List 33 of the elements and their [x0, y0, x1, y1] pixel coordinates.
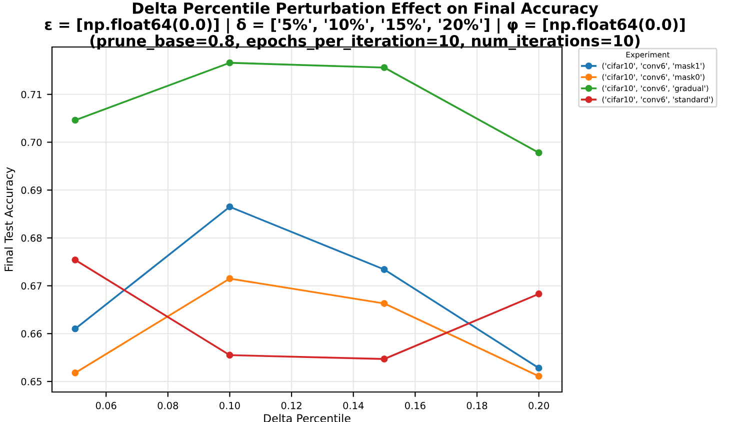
x-tick-label: 0.10 — [220, 402, 240, 410]
point — [72, 256, 79, 264]
point — [380, 300, 388, 307]
point — [380, 266, 388, 273]
point — [535, 290, 542, 298]
chart-title: Delta Percentile Perturbation Effect on Final Accuracy ε = [np.float64(0.0)] | δ = ['5%', '10%', '15%', '20%'] | φ = [np.float64(0.0)] (prune_base=0.8, epochs_per_iteration=10, num_iterations=10) — [44, 2, 685, 50]
point — [226, 203, 234, 210]
x-tick-label: 0.06 — [96, 402, 116, 410]
y-tick-label: 0.69 — [21, 186, 42, 194]
point — [380, 64, 388, 72]
y-tick-label: 0.67 — [21, 282, 42, 290]
point — [226, 59, 234, 66]
point — [535, 364, 542, 372]
point — [226, 275, 234, 282]
point — [226, 352, 234, 359]
x-tick-label: 0.18 — [466, 402, 488, 410]
point — [535, 149, 542, 156]
x-tick-label: 0.14 — [343, 402, 364, 410]
y-tick-label: 0.71 — [21, 90, 42, 98]
point — [72, 116, 79, 124]
x-tick-label: 0.20 — [528, 402, 549, 410]
x-tick-label: 0.16 — [405, 402, 426, 410]
point — [72, 325, 79, 332]
point — [535, 372, 542, 380]
y-tick-label: 0.65 — [21, 378, 42, 386]
y-tick-label: 0.68 — [21, 234, 42, 242]
y-tick-label: 0.70 — [21, 138, 42, 146]
point — [380, 356, 388, 362]
x-tick-label: 0.08 — [158, 402, 178, 410]
point — [72, 369, 79, 376]
x-tick-label: 0.12 — [281, 402, 302, 410]
y-axis-title: Final Test Accuracy — [4, 167, 16, 272]
y-tick-label: 0.66 — [21, 330, 42, 338]
